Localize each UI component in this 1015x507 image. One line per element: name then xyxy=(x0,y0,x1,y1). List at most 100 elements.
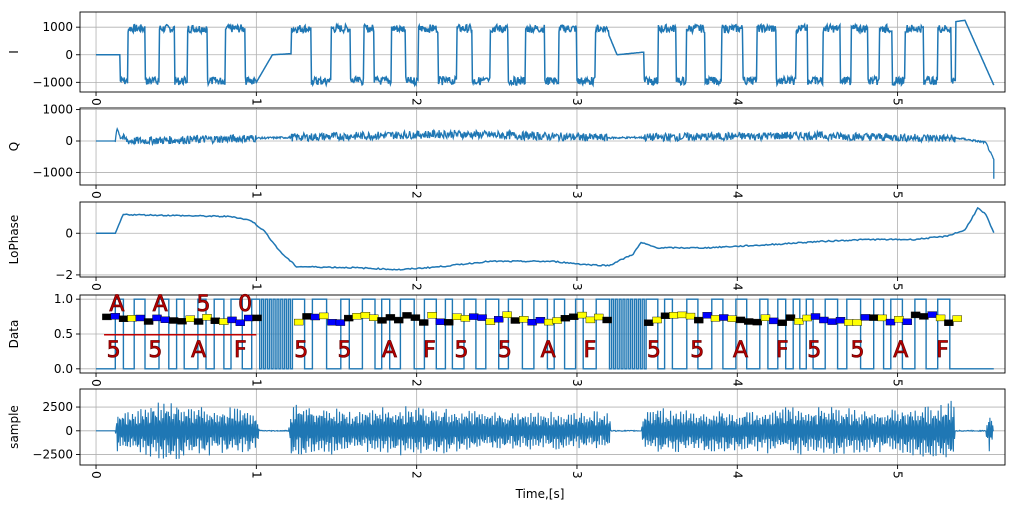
bit-marker xyxy=(852,319,862,326)
bit-marker xyxy=(385,314,396,321)
x-tick-label: 5 xyxy=(891,283,905,291)
bit-marker xyxy=(577,311,587,319)
bit-marker xyxy=(902,318,912,325)
x-tick-label: 1 xyxy=(249,191,263,199)
bit-marker xyxy=(860,314,871,321)
series-sample xyxy=(96,400,994,460)
axes-frame xyxy=(79,107,1006,186)
x-tick-label: 3 xyxy=(570,191,584,199)
top-label: 5 xyxy=(196,292,210,317)
bit-marker xyxy=(419,319,429,326)
bit-marker xyxy=(544,318,554,326)
bottom-label: 5 xyxy=(807,338,821,363)
x-tick-label: 4 xyxy=(730,379,744,387)
bit-marker xyxy=(827,318,837,325)
bit-marker xyxy=(527,319,537,326)
bit-marker xyxy=(410,314,421,321)
bit-marker xyxy=(885,318,896,326)
x-tick-label: 1 xyxy=(249,471,263,479)
bit-marker xyxy=(602,316,612,324)
top-label: 0 xyxy=(238,292,252,317)
bit-marker xyxy=(168,317,179,324)
series-q xyxy=(96,127,995,179)
x-tick-label: 2 xyxy=(410,379,424,387)
bit-marker xyxy=(819,316,829,324)
bit-marker xyxy=(535,317,546,324)
x-tick-label: 5 xyxy=(891,98,905,106)
bit-marker xyxy=(444,319,454,326)
bit-marker xyxy=(710,315,721,322)
bit-marker xyxy=(694,316,704,324)
bit-marker xyxy=(502,311,512,318)
subplot-lophase: 0 −2 0 1 2 3 4 5 LoPhase xyxy=(7,201,1006,291)
y-tick-label: 0 xyxy=(65,134,73,148)
bit-marker xyxy=(452,313,462,320)
axes-frame xyxy=(79,388,1006,466)
bit-marker xyxy=(227,316,237,324)
bit-marker xyxy=(652,316,662,324)
bottom-label: 5 xyxy=(107,338,121,363)
bottom-label: A xyxy=(893,338,908,363)
y-axis-label: sample xyxy=(7,405,21,449)
y-tick-label: −2500 xyxy=(32,448,73,462)
bottom-label: F xyxy=(936,338,949,363)
y-tick-label: −1000 xyxy=(32,75,73,89)
x-tick-label: 0 xyxy=(89,98,103,106)
bit-marker xyxy=(185,315,196,322)
bit-marker xyxy=(335,319,346,326)
x-tick-label: 0 xyxy=(89,283,103,291)
bottom-label: 5 xyxy=(647,338,661,363)
bit-marker xyxy=(769,317,779,325)
y-axis-label: LoPhase xyxy=(7,215,21,265)
x-tick-label: 2 xyxy=(410,191,424,199)
bit-marker xyxy=(560,315,571,322)
bottom-label: F xyxy=(583,338,596,363)
x-tick-label: 5 xyxy=(891,471,905,479)
bottom-label: 5 xyxy=(498,338,512,363)
bottom-label: F xyxy=(423,338,436,363)
bit-marker xyxy=(785,314,796,321)
bottom-label: A xyxy=(191,338,206,363)
y-tick-label: 0.0 xyxy=(54,362,73,376)
series-lophase xyxy=(96,206,995,271)
bit-marker xyxy=(235,319,246,326)
x-axis-label: Time,[s] xyxy=(515,487,565,501)
bit-marker xyxy=(727,315,737,322)
x-tick-label: 4 xyxy=(730,191,744,199)
bit-marker xyxy=(394,316,404,324)
y-tick-label: 1.0 xyxy=(54,292,73,306)
y-tick-label: 0 xyxy=(65,424,73,438)
y-tick-label: 2500 xyxy=(42,400,73,414)
bit-marker xyxy=(310,313,320,321)
bit-marker xyxy=(877,314,887,322)
bit-marker xyxy=(919,313,929,320)
bit-marker xyxy=(760,314,771,321)
bit-marker xyxy=(552,317,562,324)
bit-marker xyxy=(752,318,762,326)
bit-marker xyxy=(460,315,471,322)
bit-marker xyxy=(435,318,446,325)
bit-marker xyxy=(644,319,654,326)
bit-marker xyxy=(744,318,754,325)
y-axis-label: I xyxy=(7,50,21,54)
x-tick-label: 2 xyxy=(410,283,424,291)
x-tick-label: 1 xyxy=(249,379,263,387)
bit-marker xyxy=(802,314,812,322)
bit-marker xyxy=(302,313,312,320)
bit-marker xyxy=(910,311,921,319)
bit-marker xyxy=(594,313,604,321)
bit-marker xyxy=(835,317,846,324)
line-lophase xyxy=(96,206,995,271)
bit-marker xyxy=(127,315,137,322)
line-q xyxy=(96,127,995,179)
bit-marker xyxy=(294,318,304,326)
bit-marker xyxy=(143,318,154,325)
bottom-label: A xyxy=(541,338,556,363)
bit-marker xyxy=(585,316,596,324)
bottom-label: 5 xyxy=(851,338,865,363)
bit-marker xyxy=(510,317,521,324)
bit-marker xyxy=(360,312,371,319)
bit-marker xyxy=(469,313,479,320)
bit-marker xyxy=(869,314,879,321)
